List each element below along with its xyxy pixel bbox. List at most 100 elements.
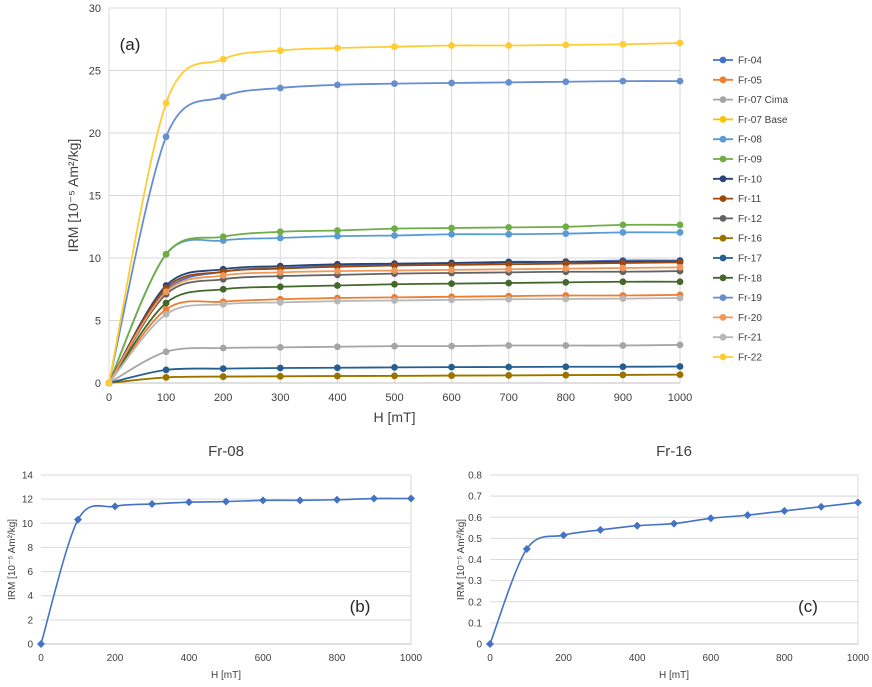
y-tick-label: 15: [89, 190, 101, 202]
data-point: [276, 47, 284, 54]
data-point: [676, 221, 684, 229]
data-point: [706, 514, 715, 523]
legend-swatch-marker: [719, 155, 727, 163]
data-point: [448, 42, 455, 49]
x-tick-label: 300: [271, 392, 289, 404]
data-point: [391, 232, 398, 239]
y-tick-label: 25: [89, 65, 101, 77]
data-point: [334, 372, 341, 380]
panel-label: (c): [798, 597, 818, 616]
x-tick-label: 400: [181, 653, 198, 664]
y-tick-label: 0: [95, 378, 101, 390]
legend-label: Fr-17: [738, 254, 762, 265]
x-tick-label: 400: [629, 653, 646, 664]
legend-swatch-marker: [719, 234, 727, 242]
data-point: [562, 230, 570, 238]
series-line: [108, 260, 681, 384]
data-point: [562, 41, 570, 49]
data-point: [562, 371, 570, 379]
y-tick-label: 2: [27, 615, 33, 626]
legend-item: Fr-10: [713, 174, 762, 185]
x-tick-label: 800: [329, 653, 346, 664]
series-fr-16: [486, 498, 862, 648]
series-line: [108, 261, 681, 384]
chart-panel-b: 0 2 4 6 8 10 12 14 0 200 400 600 800 1000 H [mT] IRM [1…: [7, 443, 423, 681]
legend-swatch-marker: [719, 353, 727, 361]
y-axis-label: IRM [10⁻⁵ Am²/kg]: [456, 519, 467, 600]
x-tick-label: 1000: [847, 653, 870, 664]
data-point: [448, 79, 455, 87]
data-point: [619, 264, 627, 272]
data-point: [676, 228, 684, 236]
panel-label: (b): [350, 597, 371, 616]
x-tick-label: 800: [776, 653, 793, 664]
legend-item: Fr-20: [713, 313, 762, 324]
data-point: [162, 133, 170, 141]
data-point: [391, 342, 398, 350]
data-point: [676, 258, 684, 266]
legend-swatch-marker: [719, 333, 727, 341]
legend-label: Fr-18: [738, 273, 762, 284]
data-point: [562, 260, 570, 268]
data-point: [448, 342, 455, 350]
legend-label: Fr-07 Cima: [738, 95, 788, 106]
x-tick-label: 600: [702, 653, 719, 664]
legend-swatch-marker: [719, 314, 727, 321]
data-point: [259, 496, 267, 505]
data-point: [505, 230, 513, 238]
legend-item: Fr-16: [713, 234, 762, 245]
data-point: [407, 494, 415, 503]
data-point: [448, 296, 455, 304]
legend-item: Fr-18: [713, 273, 762, 284]
data-point: [148, 499, 156, 508]
y-tick-label: 10: [89, 253, 101, 265]
x-axis-label: H [mT]: [374, 409, 416, 425]
data-point: [676, 341, 684, 349]
legend-item: Fr-05: [713, 75, 762, 86]
data-point: [219, 365, 227, 373]
x-tick-label: 0: [38, 653, 44, 664]
data-point: [619, 278, 627, 286]
x-axis-label: H [mT]: [659, 670, 689, 681]
series-line: [108, 266, 681, 384]
data-point: [276, 364, 284, 372]
data-point: [219, 233, 227, 241]
data-point: [276, 84, 284, 92]
y-tick-label: 0.7: [468, 492, 482, 503]
y-tick-label: 0.6: [468, 513, 482, 524]
x-tick-label: 600: [255, 653, 272, 664]
data-point: [596, 525, 605, 534]
legend-item: Fr-09: [713, 155, 762, 166]
x-tick-label: 600: [442, 392, 460, 404]
data-point: [219, 55, 227, 63]
data-point: [854, 498, 862, 507]
data-point: [559, 531, 568, 540]
data-point: [276, 268, 284, 276]
data-point: [505, 42, 513, 49]
x-tick-label: 700: [500, 392, 518, 404]
y-tick-label: 4: [27, 591, 33, 602]
data-point: [276, 298, 284, 306]
data-point: [780, 506, 789, 515]
data-point: [334, 44, 341, 52]
panel-label: (a): [120, 35, 141, 54]
series-line: [40, 497, 412, 645]
series-line: [108, 270, 681, 384]
data-point: [505, 78, 513, 86]
data-point: [219, 300, 227, 308]
legend-swatch-marker: [719, 254, 727, 262]
data-point: [486, 640, 494, 648]
data-point: [562, 295, 570, 303]
data-point: [334, 232, 341, 240]
series-line: [108, 223, 681, 384]
data-point: [162, 250, 170, 258]
x-tick-label: 800: [557, 392, 575, 404]
data-point: [619, 77, 627, 85]
data-point: [37, 640, 45, 648]
legend-item: Fr-22: [713, 353, 762, 364]
y-tick-label: 6: [27, 567, 33, 578]
chart-title: Fr-08: [208, 443, 244, 460]
legend-label: Fr-21: [738, 333, 762, 344]
data-point: [619, 40, 627, 48]
legend-swatch-marker: [719, 96, 727, 103]
